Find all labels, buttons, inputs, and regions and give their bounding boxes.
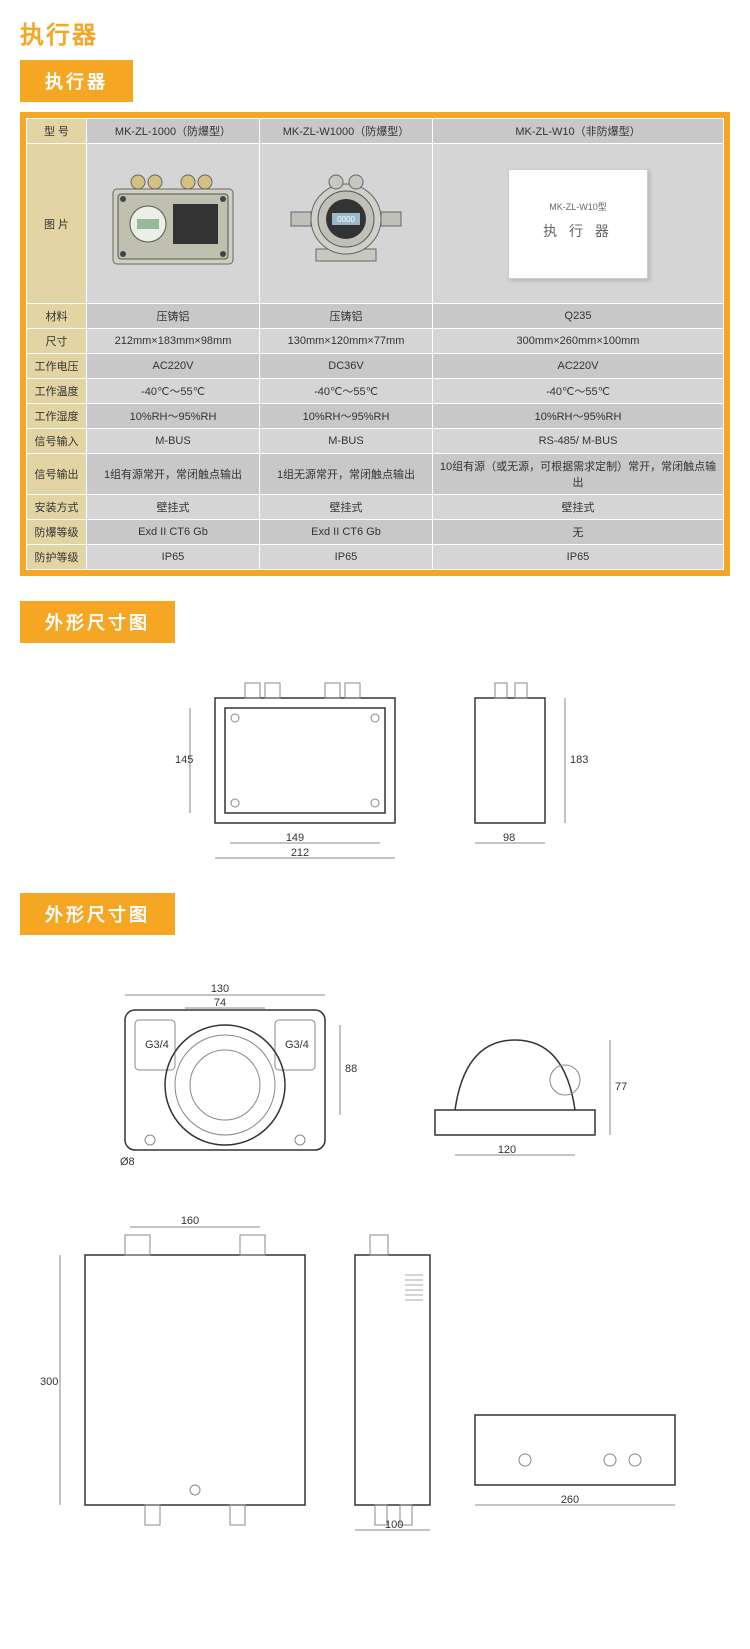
- svg-text:160: 160: [181, 1215, 199, 1227]
- cell: Exd II CT6 Gb: [87, 520, 260, 545]
- svg-text:149: 149: [286, 832, 304, 844]
- model-col-3: MK-ZL-W10（非防爆型）: [433, 119, 724, 144]
- row-label: 尺寸: [27, 329, 87, 354]
- cell: 10组有源（或无源，可根据需求定制）常开，常闭触点输出: [433, 454, 724, 495]
- dimension-drawing-3: 160 300 100 260: [25, 1215, 725, 1535]
- svg-text:300: 300: [40, 1376, 58, 1388]
- cell: IP65: [260, 545, 433, 570]
- cell: 壁挂式: [433, 495, 724, 520]
- diagram-2: 130 74 88 Ø8 G3/4 G3/4 120 77: [20, 955, 730, 1185]
- svg-text:130: 130: [211, 983, 229, 995]
- device-icon: MK-ZL-W10型 执 行 器: [508, 169, 648, 279]
- row-label: 图 片: [27, 144, 87, 304]
- cell: IP65: [87, 545, 260, 570]
- svg-text:74: 74: [214, 997, 226, 1009]
- diagram-1: 145 149 212 183 98: [20, 663, 730, 863]
- table-row: 工作温度 -40℃～55℃ -40℃～55℃ -40℃～55℃: [27, 379, 724, 404]
- product-image-2: 0000: [260, 144, 433, 304]
- cell: 10%RH～95%RH: [433, 404, 724, 429]
- row-label: 工作湿度: [27, 404, 87, 429]
- table-row: 防爆等级 Exd II CT6 Gb Exd II CT6 Gb 无: [27, 520, 724, 545]
- table-row: 工作电压 AC220V DC36V AC220V: [27, 354, 724, 379]
- cell: 压铸铝: [87, 304, 260, 329]
- dimension-drawing-1: 145 149 212 183 98: [95, 663, 655, 863]
- cell: -40℃～55℃: [433, 379, 724, 404]
- svg-text:77: 77: [615, 1081, 627, 1093]
- table-row: 尺寸 212mm×183mm×98mm 130mm×120mm×77mm 300…: [27, 329, 724, 354]
- spec-table-container: 型 号 MK-ZL-1000（防爆型） MK-ZL-W1000（防爆型） MK-…: [20, 112, 730, 576]
- svg-text:98: 98: [503, 832, 515, 844]
- cell: Q235: [433, 304, 724, 329]
- svg-text:260: 260: [561, 1494, 579, 1506]
- cell: AC220V: [87, 354, 260, 379]
- row-label: 信号输出: [27, 454, 87, 495]
- table-row: 材料 压铸铝 压铸铝 Q235: [27, 304, 724, 329]
- row-label: 工作电压: [27, 354, 87, 379]
- cell: RS-485/ M-BUS: [433, 429, 724, 454]
- row-label: 防爆等级: [27, 520, 87, 545]
- cell: 1组无源常开，常闭触点输出: [260, 454, 433, 495]
- svg-text:G3/4: G3/4: [285, 1039, 309, 1051]
- cell: M-BUS: [260, 429, 433, 454]
- cell: IP65: [433, 545, 724, 570]
- device-icon: [93, 164, 253, 284]
- spec-table: 型 号 MK-ZL-1000（防爆型） MK-ZL-W1000（防爆型） MK-…: [26, 118, 724, 570]
- svg-text:Ø8: Ø8: [120, 1156, 135, 1168]
- cell: 压铸铝: [260, 304, 433, 329]
- svg-text:183: 183: [570, 754, 588, 766]
- table-row: 工作湿度 10%RH～95%RH 10%RH～95%RH 10%RH～95%RH: [27, 404, 724, 429]
- cell: 壁挂式: [260, 495, 433, 520]
- cell: -40℃～55℃: [87, 379, 260, 404]
- device-icon: 0000: [266, 164, 426, 284]
- svg-text:145: 145: [175, 754, 193, 766]
- section-header-spec: 执行器: [20, 60, 133, 102]
- cell: Exd II CT6 Gb: [260, 520, 433, 545]
- svg-text:212: 212: [291, 847, 309, 859]
- svg-text:100: 100: [385, 1519, 403, 1531]
- row-label: 安装方式: [27, 495, 87, 520]
- table-row: 安装方式 壁挂式 壁挂式 壁挂式: [27, 495, 724, 520]
- section-header-dim1: 外形尺寸图: [20, 601, 175, 643]
- cell: AC220V: [433, 354, 724, 379]
- row-label: 信号输入: [27, 429, 87, 454]
- dimension-drawing-2: 130 74 88 Ø8 G3/4 G3/4 120 77: [65, 955, 685, 1185]
- cell: M-BUS: [87, 429, 260, 454]
- cell: 无: [433, 520, 724, 545]
- row-label: 材料: [27, 304, 87, 329]
- cell: DC36V: [260, 354, 433, 379]
- model-col-2: MK-ZL-W1000（防爆型）: [260, 119, 433, 144]
- row-label: 型 号: [27, 119, 87, 144]
- svg-text:120: 120: [498, 1144, 516, 1156]
- table-row: 信号输出 1组有源常开，常闭触点输出 1组无源常开，常闭触点输出 10组有源（或…: [27, 454, 724, 495]
- cell: 10%RH～95%RH: [260, 404, 433, 429]
- product-image-1: [87, 144, 260, 304]
- row-label: 工作温度: [27, 379, 87, 404]
- model-col-1: MK-ZL-1000（防爆型）: [87, 119, 260, 144]
- table-row: 信号输入 M-BUS M-BUS RS-485/ M-BUS: [27, 429, 724, 454]
- cell: -40℃～55℃: [260, 379, 433, 404]
- cell: 130mm×120mm×77mm: [260, 329, 433, 354]
- row-label: 防护等级: [27, 545, 87, 570]
- page-title: 执行器: [0, 0, 750, 60]
- svg-text:88: 88: [345, 1063, 357, 1075]
- table-row: 图 片: [27, 144, 724, 304]
- cell: 10%RH～95%RH: [87, 404, 260, 429]
- svg-text:0000: 0000: [337, 215, 355, 224]
- cell: 300mm×260mm×100mm: [433, 329, 724, 354]
- cell: 212mm×183mm×98mm: [87, 329, 260, 354]
- diagram-3: 160 300 100 260: [20, 1215, 730, 1535]
- product-image-3: MK-ZL-W10型 执 行 器: [433, 144, 724, 304]
- svg-text:G3/4: G3/4: [145, 1039, 169, 1051]
- section-header-dim2: 外形尺寸图: [20, 893, 175, 935]
- cell: 壁挂式: [87, 495, 260, 520]
- cell: 1组有源常开，常闭触点输出: [87, 454, 260, 495]
- table-row: 型 号 MK-ZL-1000（防爆型） MK-ZL-W1000（防爆型） MK-…: [27, 119, 724, 144]
- table-row: 防护等级 IP65 IP65 IP65: [27, 545, 724, 570]
